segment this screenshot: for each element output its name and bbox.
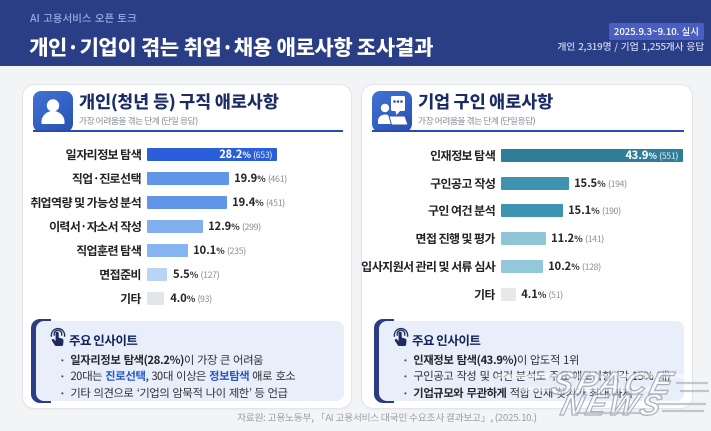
svg-text:SPACE: SPACE — [548, 365, 680, 400]
svg-text:NEWS: NEWS — [558, 388, 668, 421]
